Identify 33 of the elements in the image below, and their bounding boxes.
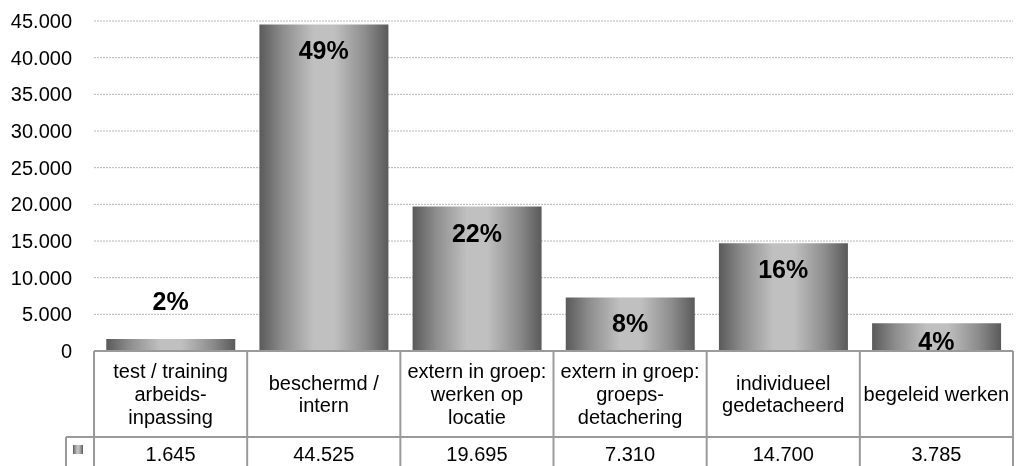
bar <box>106 338 236 351</box>
bar <box>259 24 389 351</box>
data-label: 1.645 <box>145 442 196 465</box>
y-tick-label: 20.000 <box>10 193 72 216</box>
y-tick-label: 35.000 <box>10 83 72 106</box>
data-label: 19.695 <box>446 442 508 465</box>
y-tick-label: 45.000 <box>10 10 72 33</box>
x-tick-label: test / training arbeids-inpassing <box>113 360 228 428</box>
x-tick-label: extern in groep: groeps-detachering <box>560 360 700 428</box>
annotation: 8% <box>612 309 649 338</box>
bar <box>718 243 848 351</box>
annotation: 4% <box>918 327 955 355</box>
y-tick-label: 25.000 <box>10 156 72 179</box>
annotation: 49% <box>298 36 349 65</box>
y-tick-label: 30.000 <box>10 120 72 143</box>
data-label: 3.785 <box>911 442 962 465</box>
annotation: 16% <box>758 255 809 284</box>
x-tick-label: extern in groep: werken op locatie <box>407 360 547 428</box>
data-label: 44.525 <box>293 442 355 465</box>
y-tick-label: 5.000 <box>21 303 72 326</box>
y-tick-label: 0 <box>60 340 72 363</box>
bar <box>412 206 542 351</box>
annotation: 2% <box>152 286 189 315</box>
y-tick-label: 15.000 <box>10 230 72 253</box>
bar <box>565 297 695 351</box>
y-tick-label: 10.000 <box>10 266 72 289</box>
x-tick-label: beschermd / intern <box>268 371 380 417</box>
data-label: 7.310 <box>605 442 656 465</box>
x-tick-label: individueel gedetacheerd <box>722 371 845 417</box>
y-tick-label: 40.000 <box>10 46 72 69</box>
data-label: 14.700 <box>752 442 814 465</box>
annotation: 22% <box>451 218 502 247</box>
x-tick-label: begeleid werken <box>863 383 1010 405</box>
